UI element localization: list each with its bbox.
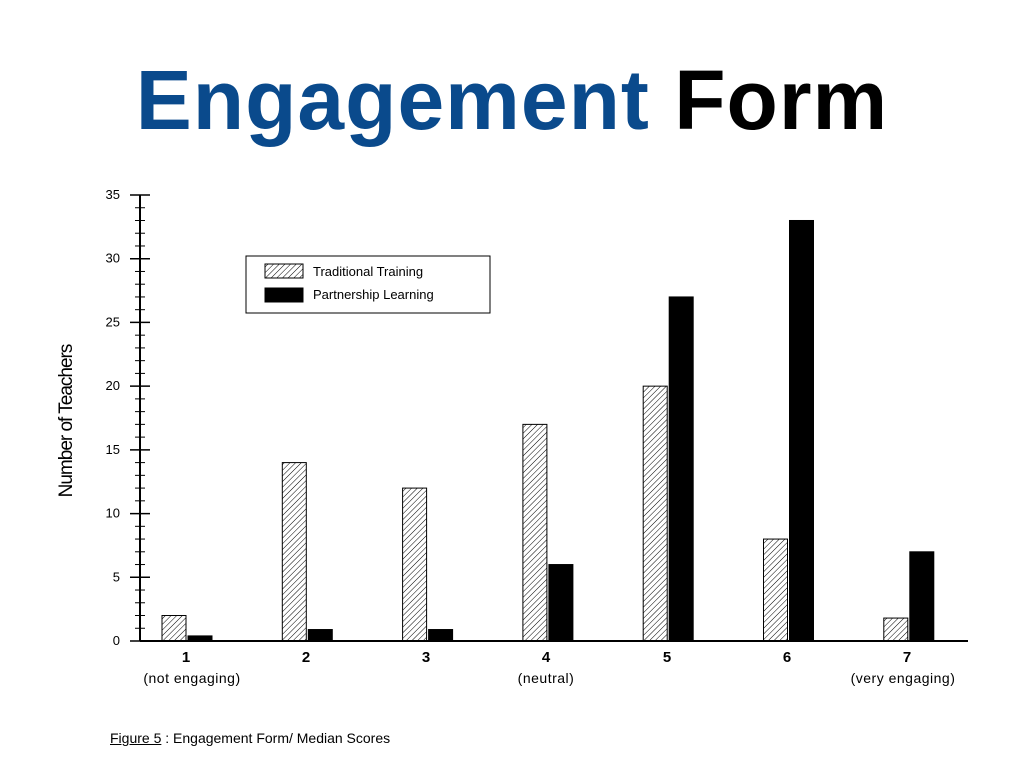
x-tick-sublabel: (neutral) bbox=[518, 670, 575, 686]
title-part-form: Form bbox=[674, 53, 889, 147]
y-tick-label: 10 bbox=[106, 506, 120, 521]
x-tick-label: 5 bbox=[663, 649, 671, 666]
bar-partnership-learning bbox=[548, 564, 574, 642]
x-tick-label: 4 bbox=[542, 649, 551, 666]
bar-partnership-learning bbox=[668, 296, 694, 642]
y-tick-label: 15 bbox=[106, 442, 120, 457]
x-tick-label: 7 bbox=[903, 649, 911, 666]
y-tick-label: 35 bbox=[106, 187, 120, 202]
caption-text: Engagement Form/ Median Scores bbox=[173, 730, 391, 746]
bar-partnership-learning bbox=[789, 219, 814, 642]
x-tick-label: 3 bbox=[422, 649, 430, 666]
bar-traditional-training bbox=[522, 423, 548, 642]
y-tick-label: 0 bbox=[113, 633, 120, 648]
bar-traditional-training bbox=[281, 462, 307, 642]
legend-swatch-partnership bbox=[264, 287, 304, 303]
figure-caption: Figure 5 : Engagement Form/ Median Score… bbox=[110, 730, 390, 746]
y-tick-label: 30 bbox=[106, 251, 120, 266]
x-tick-sublabel: (very engaging) bbox=[851, 670, 956, 686]
x-tick-sublabel: (not engaging) bbox=[143, 670, 240, 686]
y-tick-label: 25 bbox=[106, 314, 120, 329]
bar-traditional-training bbox=[161, 615, 187, 642]
y-axis-label: Number of Teachers bbox=[56, 344, 77, 497]
bar-traditional-training bbox=[883, 617, 909, 642]
bar-traditional-training bbox=[402, 487, 428, 642]
y-tick-label: 20 bbox=[106, 378, 120, 393]
title-part-engagement: Engagement bbox=[135, 53, 650, 147]
bar-traditional-training bbox=[763, 538, 788, 642]
y-tick-label: 5 bbox=[113, 569, 120, 584]
x-tick-label: 1 bbox=[182, 649, 190, 666]
legend-swatch-traditional bbox=[264, 263, 304, 279]
bar-partnership-learning bbox=[428, 629, 454, 642]
chart-legend: Traditional Training Partnership Learning bbox=[245, 255, 491, 314]
x-tick-label: 2 bbox=[302, 649, 310, 666]
caption-separator: : bbox=[161, 730, 174, 746]
x-tick-label: 6 bbox=[783, 649, 791, 666]
bar-partnership-learning bbox=[909, 551, 935, 642]
slide-title: Engagement Form bbox=[0, 52, 1024, 148]
legend-label-partnership: Partnership Learning bbox=[313, 287, 434, 302]
figure-label: Figure 5 bbox=[110, 730, 162, 746]
legend-label-traditional: Traditional Training bbox=[313, 264, 423, 279]
bar-traditional-training bbox=[642, 385, 668, 642]
bar-partnership-learning bbox=[307, 629, 333, 642]
